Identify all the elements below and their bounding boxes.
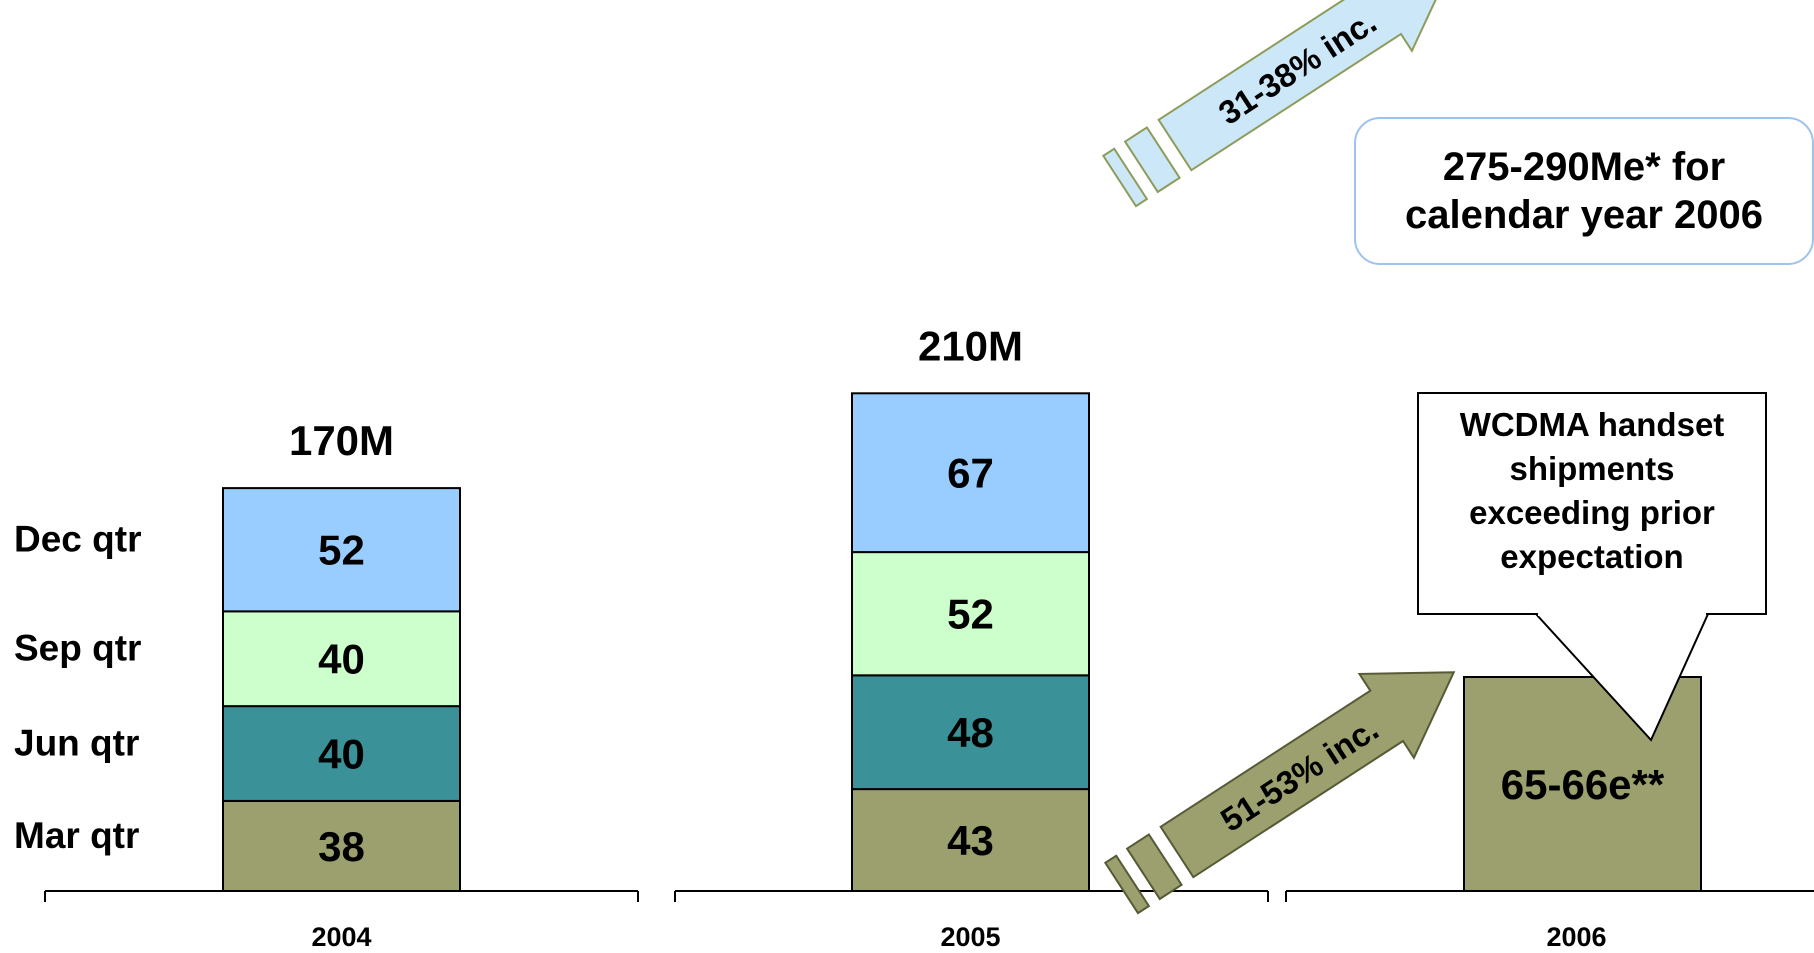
- series-label-sep-qtr: Sep qtr: [14, 628, 141, 669]
- arrow-tail-b-1: [1101, 147, 1149, 208]
- arrow-tail-b-2: [1103, 854, 1151, 915]
- axis-layer: Mar qtr Jun qtr Sep qtr Dec qtr 2004 2005 2006: [14, 519, 1814, 952]
- data-label-2004-dec-qtr: 52: [318, 527, 365, 574]
- total-label-2005: 210M: [918, 322, 1023, 369]
- note-pointer: [1417, 392, 1767, 742]
- bar-2004-mar-qtr: [222, 799, 461, 892]
- series-label-dec-qtr: Dec qtr: [14, 519, 141, 560]
- bar-2005-sep-qtr: [851, 551, 1090, 677]
- growth-arrow-2: 51-53% inc.: [1103, 671, 1456, 915]
- callout-box: 275-290Me* for calendar year 2006: [1354, 117, 1814, 265]
- data-label-2004-mar-qtr: 38: [318, 823, 365, 870]
- category-label-2004: 2004: [311, 922, 371, 952]
- data-label-2004-sep-qtr: 40: [318, 636, 365, 683]
- arrow-body-1: [1157, 0, 1454, 172]
- data-label-2006-projection: 65-66e**: [1501, 761, 1665, 808]
- bar-2005-jun-qtr: [851, 674, 1090, 791]
- total-label-2004: 170M: [289, 417, 394, 464]
- series-label-mar-qtr: Mar qtr: [14, 815, 139, 856]
- note-text: WCDMA handset shipments exceeding prior …: [1459, 406, 1725, 575]
- data-label-2005-dec-qtr: 67: [947, 450, 994, 497]
- series-label-jun-qtr: Jun qtr: [14, 723, 139, 764]
- bar-2005-dec-qtr: [851, 392, 1090, 554]
- bar-2004-dec-qtr: [222, 487, 461, 613]
- data-label-2005-mar-qtr: 43: [947, 817, 994, 864]
- arrow-body-2: [1159, 671, 1456, 879]
- arrow-tail-a-1: [1123, 126, 1181, 194]
- category-label-2005: 2005: [940, 922, 1000, 952]
- data-label-2005-jun-qtr: 48: [947, 709, 994, 756]
- arrow-label-2: 51-53% inc.: [1214, 710, 1385, 839]
- note-box: [1417, 392, 1767, 615]
- callout-text: 275-290Me* for calendar year 2006: [1404, 145, 1764, 237]
- bar-2004-sep-qtr: [222, 610, 461, 708]
- data-label-2005-sep-qtr: 52: [947, 591, 994, 638]
- arrow-tail-a-2: [1125, 833, 1183, 901]
- arrow-label-1: 31-38% inc.: [1212, 3, 1383, 132]
- data-label-2004-jun-qtr: 40: [318, 731, 365, 778]
- category-label-2006: 2006: [1546, 922, 1606, 952]
- bars-layer: 38 40 40 52 170M 43 48 52 67 210M 65-66e**: [222, 322, 1702, 893]
